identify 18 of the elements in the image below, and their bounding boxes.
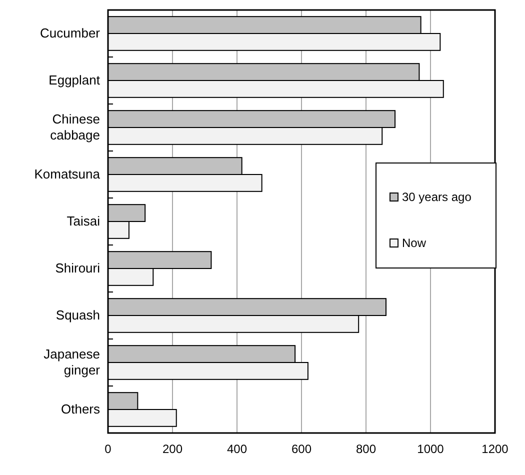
x-tick-label: 1000 [417,442,444,456]
y-tick-label: Japanese ginger [44,346,101,378]
y-tick-label: Eggplant [48,72,100,88]
y-tick-label: Squash [56,308,100,322]
y-tick-label: Taisai [66,214,100,228]
y-tick-label: Shirouri [55,260,100,276]
y-tick-label: Cucumber [40,26,101,40]
legend-label: Now [402,236,426,250]
y-tick-label: Chinese cabbage [50,112,100,142]
x-tick-label: 800 [356,442,376,456]
x-tick-label: 200 [162,442,183,456]
y-tick-label: Others [60,402,100,416]
x-tick-label: 1200 [482,442,509,456]
legend-label: 30 years ago [402,190,472,204]
x-tick-label: 400 [226,442,248,456]
y-tick-label: Komatsuna [34,166,101,182]
x-tick-label: 0 [104,442,112,456]
x-tick-label: 600 [291,442,312,456]
